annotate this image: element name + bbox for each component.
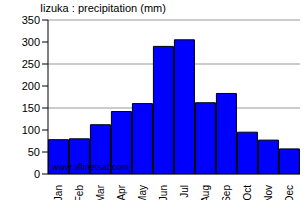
svg-text:Aug: Aug	[200, 185, 211, 200]
svg-text:50: 50	[28, 146, 40, 158]
svg-text:350: 350	[22, 14, 40, 26]
svg-text:250: 250	[22, 58, 40, 70]
svg-text:Sep: Sep	[221, 185, 232, 200]
svg-text:Nov: Nov	[263, 185, 274, 200]
svg-text:200: 200	[22, 80, 40, 92]
svg-text:Jan: Jan	[53, 185, 64, 200]
svg-text:300: 300	[22, 36, 40, 48]
svg-text:Jun: Jun	[158, 185, 169, 200]
html-text:www.allmetsat.com: www.allmetsat.com	[52, 162, 129, 172]
svg-text:100: 100	[22, 124, 40, 136]
svg-text:Mar: Mar	[95, 184, 106, 200]
svg-text:Dec: Dec	[284, 185, 295, 200]
svg-text:0: 0	[34, 168, 40, 180]
svg-text:Feb: Feb	[74, 185, 85, 200]
svg-text:Jul: Jul	[179, 185, 190, 198]
svg-text:Oct: Oct	[242, 185, 253, 200]
svg-text:May: May	[137, 185, 148, 200]
html-text:Iizuka : precipitation (mm): Iizuka : precipitation (mm)	[40, 2, 166, 14]
svg-text:Apr: Apr	[116, 184, 127, 200]
svg-text:150: 150	[22, 102, 40, 114]
